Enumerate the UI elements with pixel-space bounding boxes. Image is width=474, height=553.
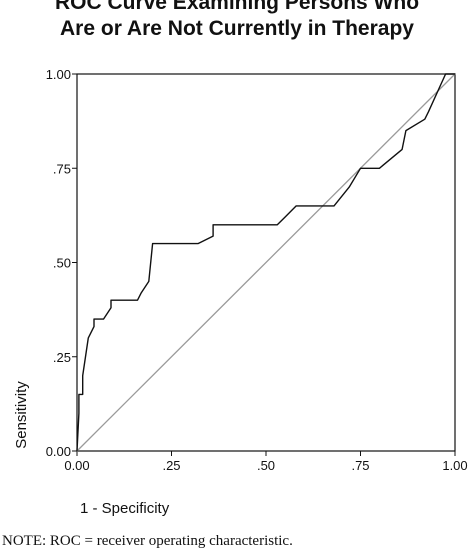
x-axis-ticks: 0.00 .25 .50 .75 1.00 bbox=[64, 451, 468, 473]
y-tick-label: .25 bbox=[53, 350, 71, 365]
roc-curve-line bbox=[76, 73, 455, 452]
y-axis-label: Sensitivity bbox=[13, 381, 30, 449]
reference-diagonal-line bbox=[76, 73, 456, 452]
chart-title-line-2: Are or Are Not Currently in Therapy bbox=[60, 17, 414, 40]
y-tick-label: .75 bbox=[53, 161, 71, 176]
chart-title: ROC Curve Examining Persons Who Are or A… bbox=[0, 0, 474, 42]
y-tick-label: 0.00 bbox=[46, 444, 71, 459]
x-tick-label: .25 bbox=[162, 458, 180, 473]
x-axis-label: 1 - Specificity bbox=[80, 500, 170, 517]
x-tick-label: .75 bbox=[351, 458, 369, 473]
x-tick-label: .50 bbox=[257, 458, 275, 473]
chart-title-line-1: ROC Curve Examining Persons Who bbox=[54, 0, 420, 14]
x-tick-label: 1.00 bbox=[442, 458, 467, 473]
footnote: NOTE: ROC = receiver operating character… bbox=[2, 533, 293, 549]
x-tick-label: 0.00 bbox=[64, 458, 89, 473]
series-layer bbox=[76, 73, 456, 452]
y-tick-label: .50 bbox=[53, 256, 71, 271]
y-axis-ticks: 0.00 .25 .50 .75 1.00 bbox=[46, 67, 77, 459]
y-tick-label: 1.00 bbox=[46, 67, 71, 82]
